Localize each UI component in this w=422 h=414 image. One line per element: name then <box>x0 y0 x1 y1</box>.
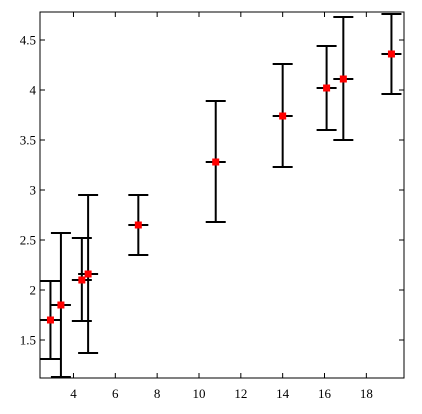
x-tick-label: 14 <box>276 386 290 401</box>
data-point <box>84 270 92 278</box>
data-point <box>134 221 142 229</box>
data-point <box>212 158 220 166</box>
y-tick-label: 1.5 <box>20 333 36 348</box>
marker-layer <box>46 50 395 324</box>
data-point <box>323 84 331 92</box>
data-point <box>46 316 54 324</box>
data-point <box>339 75 347 83</box>
x-tick-label: 10 <box>192 386 205 401</box>
data-point <box>279 112 287 120</box>
y-tick-label: 2.5 <box>20 233 36 248</box>
x-tick-label: 12 <box>234 386 247 401</box>
y-axis-ticks: 1.5 2 2.5 3 3.5 4 4.5 <box>20 33 404 348</box>
x-tick-label: 18 <box>360 386 373 401</box>
plot-frame <box>39 11 405 379</box>
y-tick-label: 4.5 <box>20 33 36 48</box>
data-point <box>57 301 65 309</box>
x-tick-label: 6 <box>112 386 119 401</box>
y-tick-label: 4 <box>30 83 37 98</box>
y-tick-label: 3 <box>30 183 37 198</box>
data-point <box>78 276 86 284</box>
y-tick-label: 3.5 <box>20 133 36 148</box>
y-tick-label: 2 <box>30 283 37 298</box>
x-tick-label: 16 <box>318 386 332 401</box>
x-axis-ticks: 4 6 8 10 12 14 16 18 <box>70 12 373 401</box>
x-tick-label: 8 <box>154 386 161 401</box>
data-point <box>387 50 395 58</box>
errorbar-layer <box>40 13 402 378</box>
x-tick-label: 4 <box>70 386 77 401</box>
